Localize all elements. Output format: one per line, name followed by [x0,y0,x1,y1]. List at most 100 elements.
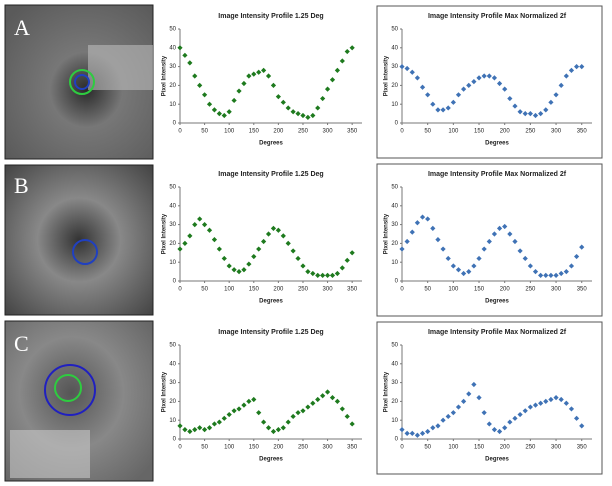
point [201,92,208,98]
point [558,270,564,277]
point [563,400,569,406]
point [246,261,252,267]
y-tick-label: 40 [169,45,176,51]
point [300,408,306,414]
point [532,402,539,408]
point [329,272,336,278]
point [211,107,218,113]
y-tick-label: 0 [173,437,177,443]
x-tick-label: 200 [500,129,511,135]
point [329,395,336,401]
point [491,75,498,81]
point [486,238,492,245]
point [573,64,580,70]
chart-title: Image Intensity Profile 1.25 Deg [218,329,323,336]
point [256,410,262,416]
point [425,92,431,98]
point [486,421,492,427]
y-tick-label: 20 [391,83,398,89]
point [265,425,272,431]
x-tick-label: 250 [298,287,309,293]
point [553,92,559,98]
point [270,225,277,231]
point [450,99,456,105]
x-tick-label: 300 [551,287,562,293]
point [305,114,311,120]
point [270,82,277,88]
point [251,71,257,77]
x-tick-label: 350 [347,129,358,135]
point [236,406,242,412]
x-tick-label: 150 [249,129,260,135]
point [517,109,523,115]
x-tick-label: 300 [323,287,334,293]
point [558,82,564,88]
point [201,222,208,228]
point [435,107,441,113]
x-tick-label: 0 [178,129,182,135]
point [440,246,446,252]
point [476,395,482,401]
y-tick-label: 20 [391,241,398,247]
x-tick-label: 50 [424,445,431,451]
point [285,105,291,111]
x-tick-label: 250 [298,445,309,451]
x-tick-label: 50 [424,129,431,135]
point [334,398,341,404]
point [440,107,446,113]
point [344,48,350,55]
point [409,69,415,75]
y-tick-label: 40 [169,361,176,367]
point [527,263,533,269]
point [543,272,549,278]
point [553,272,559,278]
point [339,265,345,271]
point [455,404,462,410]
point [320,272,326,278]
y-tick-label: 50 [169,185,176,191]
y-tick-label: 10 [391,102,398,108]
point [517,411,523,418]
point [445,105,451,111]
chart-title: Image Intensity Profile Max Normalized 2… [428,329,567,336]
y-tick-label: 50 [391,343,398,349]
point [241,402,247,408]
point [216,111,222,117]
point [221,415,227,421]
point [241,80,247,87]
x-axis-title: Degrees [259,457,283,463]
point [251,396,257,403]
retina-image-c [4,320,154,482]
y-tick-label: 10 [169,260,176,266]
point [440,417,446,423]
point [187,233,193,239]
point [496,80,503,87]
point [471,381,477,388]
point [221,255,227,262]
x-tick-label: 100 [224,129,235,135]
point [280,425,286,431]
point [275,427,281,433]
x-tick-label: 150 [474,287,485,293]
chart-title: Image Intensity Profile 1.25 Deg [218,171,323,178]
point [211,421,218,427]
point [430,225,436,231]
point [445,255,451,262]
point [261,419,267,425]
point [339,406,345,412]
y-tick-label: 50 [169,27,176,33]
point [280,233,286,239]
point [512,415,518,421]
x-tick-label: 250 [298,129,309,135]
point [182,240,188,246]
point [425,216,431,222]
x-tick-label: 350 [577,445,588,451]
point [548,396,554,403]
point [187,60,193,66]
y-tick-label: 0 [395,437,399,443]
point [226,109,232,115]
point [295,255,301,262]
y-tick-label: 40 [169,203,176,209]
y-tick-label: 20 [169,241,176,247]
y-axis-title: Pixel Intensity [162,371,168,412]
